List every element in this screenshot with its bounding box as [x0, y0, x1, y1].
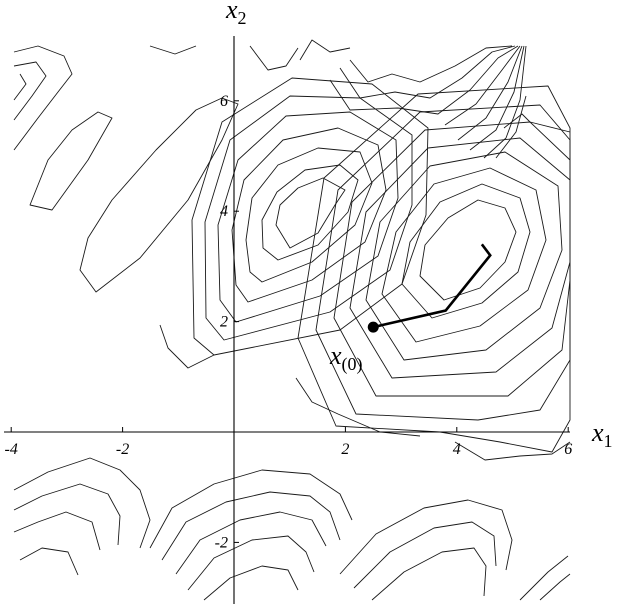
y-axis-ticks: -2 2 4 6	[215, 93, 239, 551]
y-axis-label: x2	[225, 0, 247, 28]
x-tick-label: -4	[5, 441, 18, 458]
start-point-label: x(0)	[329, 341, 363, 375]
descent-path	[372, 243, 492, 329]
y-tick-label: -2	[215, 534, 228, 551]
x-tick-label: 6	[564, 441, 572, 458]
axes	[4, 36, 570, 604]
start-point-marker	[367, 321, 379, 333]
x-axis-ticks: -4 -2 2 4 6	[5, 427, 572, 458]
y-tick-label: 2	[220, 314, 228, 331]
x-tick-label: -2	[116, 441, 129, 458]
x-tick-label: 4	[453, 441, 461, 458]
x-axis-label: x1	[591, 418, 613, 451]
y-tick-label: 4	[220, 203, 228, 220]
x-tick-label: 2	[341, 441, 349, 458]
contour-lines	[13, 39, 571, 601]
y-tick-label: 6	[220, 93, 228, 110]
